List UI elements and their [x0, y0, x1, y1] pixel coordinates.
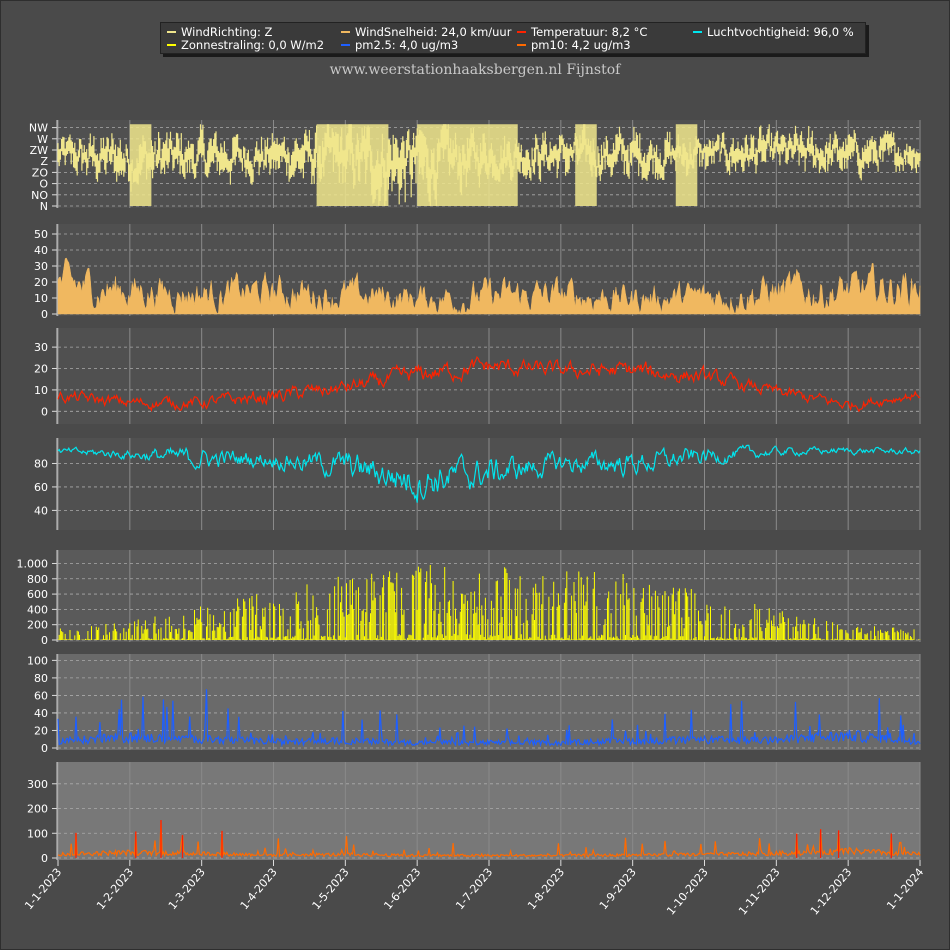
y-tick-label: ZW — [30, 144, 49, 157]
y-tick-label: 80 — [34, 457, 48, 470]
y-tick-label: 30 — [34, 260, 48, 273]
legend-swatch — [517, 43, 526, 46]
y-tick-label: 100 — [27, 654, 48, 667]
y-tick-label: 40 — [34, 504, 48, 517]
y-tick-label: ZO — [32, 166, 49, 179]
series-zonnestraling — [57, 565, 921, 640]
legend-item-temperatuur: Temperatuur: 8,2 °C — [517, 25, 647, 39]
y-tick-label: 200 — [27, 619, 48, 632]
y-tick-label: 60 — [34, 481, 48, 494]
series-luchtvochtigheid — [57, 444, 921, 503]
chart-title: www.weerstationhaaksbergen.nl Fijnstof — [329, 62, 621, 78]
x-tick-label: 1-9-2023 — [597, 866, 639, 913]
y-tick-label: 1.000 — [17, 557, 49, 570]
y-tick-label: 40 — [34, 707, 48, 720]
series-windrichting — [57, 124, 921, 206]
x-tick-label: 1-5-2023 — [310, 866, 352, 913]
y-tick-label: 0 — [41, 405, 48, 418]
x-tick-label: 1-4-2023 — [238, 866, 280, 913]
legend-swatch — [167, 43, 176, 46]
y-tick-label: 80 — [34, 672, 48, 685]
y-tick-label: 0 — [41, 634, 48, 647]
x-tick-label: 1-12-2023 — [808, 866, 855, 918]
y-tick-label: 200 — [27, 803, 48, 816]
legend-swatch — [517, 30, 526, 33]
y-tick-label: 100 — [27, 827, 48, 840]
y-tick-label: 20 — [34, 363, 48, 376]
legend-item-pm10: pm10: 4,2 ug/m3 — [517, 38, 631, 52]
y-tick-label: 600 — [27, 588, 48, 601]
y-tick-label: 400 — [27, 603, 48, 616]
legend-swatch — [341, 43, 350, 46]
x-tick-label: 1-11-2023 — [736, 866, 783, 918]
x-tick-label: 1-2-2023 — [94, 866, 136, 913]
legend-item-windrichting: WindRichting: Z — [167, 25, 272, 39]
y-tick-label: 10 — [34, 292, 48, 305]
y-tick-label: 20 — [34, 276, 48, 289]
x-tick-label: 1-8-2023 — [525, 866, 567, 913]
x-tick-label: 1-7-2023 — [453, 866, 495, 913]
y-tick-label: N — [40, 200, 48, 213]
legend-swatch — [341, 30, 350, 33]
series-windsnelheid — [57, 257, 921, 315]
y-tick-label: Z — [40, 155, 48, 168]
legend-item-pm25: pm2.5: 4,0 ug/m3 — [341, 38, 458, 52]
x-tick-label: 1-1-2023 — [22, 866, 64, 913]
y-tick-label: NO — [31, 189, 48, 202]
series-peaks-pm10 — [75, 820, 892, 858]
legend-swatch — [167, 30, 176, 33]
y-tick-label: 20 — [34, 724, 48, 737]
legend: WindRichting: Z WindSnelheid: 24,0 km/uu… — [160, 22, 866, 54]
y-tick-label: 800 — [27, 573, 48, 586]
y-tick-label: 0 — [41, 742, 48, 755]
legend-swatch — [693, 30, 702, 33]
y-tick-label: 50 — [34, 228, 48, 241]
y-tick-label: NW — [29, 122, 48, 135]
series-temperatuur — [57, 355, 921, 413]
y-tick-label: 30 — [34, 341, 48, 354]
legend-item-luchtvochtigheid: Luchtvochtigheid: 96,0 % — [693, 25, 854, 39]
y-tick-label: 300 — [27, 778, 48, 791]
x-tick-label: 1-3-2023 — [166, 866, 208, 913]
y-tick-label: 40 — [34, 244, 48, 257]
y-tick-label: 60 — [34, 689, 48, 702]
series-pm2-5 — [57, 689, 921, 748]
legend-item-windsnelheid: WindSnelheid: 24,0 km/uur — [341, 25, 511, 39]
y-tick-label: O — [39, 178, 48, 191]
series-pm10 — [57, 819, 921, 859]
y-tick-label: 10 — [34, 384, 48, 397]
x-tick-label: 1-10-2023 — [664, 866, 711, 918]
y-tick-label: 0 — [41, 852, 48, 865]
x-tick-label: 1-1-2024 — [884, 866, 926, 913]
y-tick-label: W — [37, 133, 48, 146]
legend-item-zonnestraling: Zonnestraling: 0,0 W/m2 — [167, 38, 324, 52]
x-tick-label: 1-6-2023 — [381, 866, 423, 913]
y-tick-label: 0 — [41, 308, 48, 321]
